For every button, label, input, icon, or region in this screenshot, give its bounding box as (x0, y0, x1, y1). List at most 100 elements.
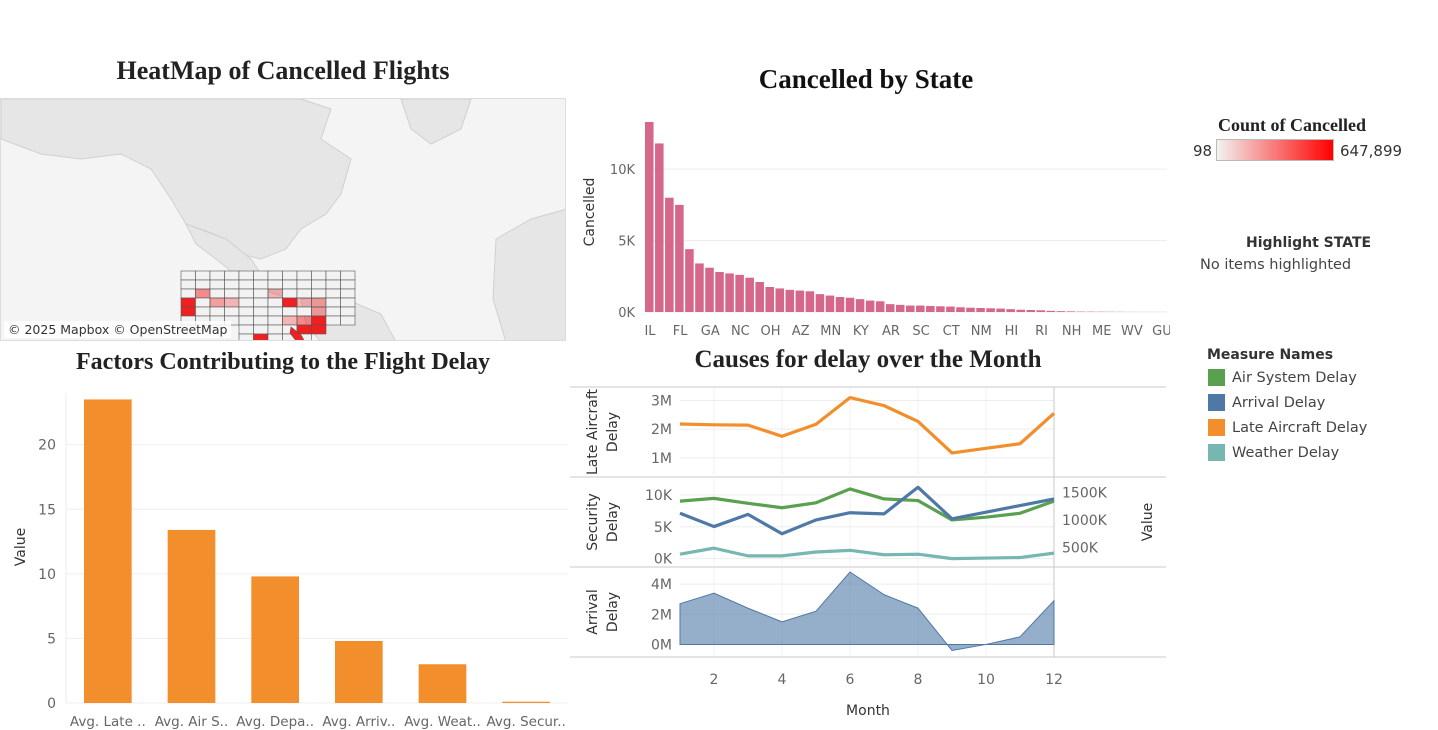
bar (986, 308, 995, 312)
state-shape (311, 288, 327, 299)
state-shape (282, 270, 298, 281)
state-shape (267, 333, 283, 340)
bar (84, 399, 132, 703)
legend-swatch (1208, 444, 1225, 461)
bar (1026, 310, 1035, 312)
y-tick-label: 10 (38, 567, 56, 583)
bar (825, 295, 835, 312)
bar (418, 664, 467, 703)
state-shape (340, 270, 356, 281)
state-shape (296, 279, 312, 290)
y-tick-label: 2M (651, 422, 672, 438)
state-shape (209, 288, 225, 299)
state-shape (224, 306, 240, 317)
state-shape (267, 324, 283, 335)
state-shape (340, 306, 356, 317)
x-tick-label: 6 (846, 672, 855, 688)
state-shape (267, 270, 283, 281)
delay-factors-chart: 0 5 10 15 20 Avg. Late .. Avg. Air S.. Avg. Dep… (13, 393, 568, 730)
x-tick-label: WV (1121, 324, 1143, 339)
state-shape (325, 288, 341, 299)
bar (665, 197, 674, 312)
state-shape (267, 288, 283, 299)
bar (966, 307, 975, 312)
x-tick-label: GU (1152, 324, 1170, 339)
state-shape (253, 333, 269, 340)
series-area (679, 571, 1055, 652)
state-shape (282, 297, 298, 308)
bar (976, 308, 985, 312)
state-shape (253, 297, 269, 308)
us-states (180, 270, 356, 340)
legend-swatch (1208, 419, 1225, 436)
count-legend-ramp (1216, 139, 1334, 161)
month-chart-title: Causes for delay over the Month (694, 346, 1042, 373)
y-tick-label: 0K (618, 306, 635, 321)
series-line (679, 546, 1055, 561)
state-shape (180, 279, 196, 290)
highlight-dropdown[interactable]: No items highlighted (1200, 257, 1352, 273)
x-tick-label: MN (820, 324, 841, 339)
legend-item-arrival[interactable]: Arrival Delay (1208, 394, 1325, 411)
bar (765, 287, 774, 312)
legend-label: Weather Delay (1232, 444, 1340, 461)
x-tick-label: 4 (778, 672, 787, 688)
bar (936, 306, 945, 312)
x-tick-label: Avg. Weat.. (404, 714, 481, 730)
x-tick-label: 8 (914, 672, 923, 688)
legend-label: Air System Delay (1232, 369, 1357, 386)
state-shape (311, 324, 327, 335)
legend-item-late-aircraft[interactable]: Late Aircraft Delay (1208, 419, 1367, 436)
state-shape (238, 270, 254, 281)
state-shape (253, 288, 269, 299)
x-tick-label: HI (1005, 324, 1019, 339)
bar (926, 306, 935, 312)
state-shape (311, 315, 327, 326)
state-shape (282, 306, 298, 317)
bar (755, 282, 764, 312)
state-shape (311, 279, 327, 290)
x-tick-label: Avg. Depa.. (236, 714, 314, 730)
x-tick-label: Avg. Secur.. (486, 714, 565, 730)
state-shape (282, 288, 298, 299)
bar (705, 267, 714, 312)
state-shape (296, 288, 312, 299)
series-line (679, 396, 1056, 455)
state-shape (195, 279, 211, 290)
y-tick-label: 10K (645, 488, 673, 504)
state-shape (253, 324, 269, 335)
x-tick-label: GA (701, 324, 720, 339)
y-tick-label: 10K (610, 163, 636, 178)
bar (855, 299, 865, 312)
bar (735, 274, 744, 312)
y-tick-label: 15 (38, 502, 56, 518)
state-shape (253, 315, 269, 326)
heatmap-map[interactable]: © 2025 Mapbox © OpenStreetMap (0, 98, 566, 341)
state-shape (224, 279, 240, 290)
state-shape (340, 288, 356, 299)
y-tick-label: 5K (618, 235, 635, 250)
y-tick-label: 2M (651, 607, 672, 623)
legend-item-air-system[interactable]: Air System Delay (1208, 369, 1357, 386)
y-tick-label: 0 (47, 696, 56, 712)
state-shape (282, 315, 298, 326)
x-tick-label: ME (1092, 324, 1111, 339)
y-tick-label: 0K (654, 552, 673, 568)
y-tick-label: 20 (38, 438, 56, 454)
state-shape (238, 333, 254, 340)
y-tick-label: 5K (654, 520, 673, 536)
state-shape (224, 270, 240, 281)
state-shape (180, 270, 196, 281)
y-axis-label: Value (13, 528, 29, 566)
state-shape (209, 306, 225, 317)
legend-swatch (1208, 394, 1225, 411)
state-shape (238, 288, 254, 299)
bar (675, 204, 684, 312)
legend-swatch (1208, 369, 1225, 386)
greenland-land (400, 99, 472, 145)
x-tick-label: NM (971, 324, 992, 339)
y-tick-label: 5 (47, 631, 56, 647)
legend-item-weather[interactable]: Weather Delay (1208, 444, 1339, 461)
state-shape (267, 315, 283, 326)
state-shape (253, 279, 269, 290)
